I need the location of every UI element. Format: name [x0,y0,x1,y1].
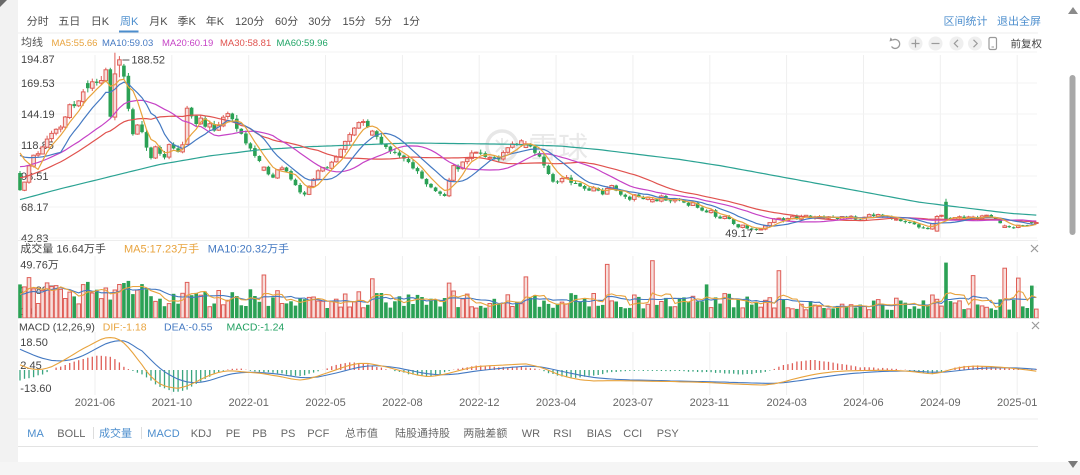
svg-text:BOLL: BOLL [57,428,85,440]
svg-text:2023-04: 2023-04 [536,397,576,409]
svg-text:MACD:-1.24: MACD:-1.24 [227,322,285,334]
svg-text:K: K [217,16,225,28]
svg-text:PSY: PSY [657,428,680,440]
svg-text:K: K [189,16,197,28]
svg-text:PB: PB [252,428,267,440]
svg-text:2021-06: 2021-06 [75,397,115,409]
svg-text:49.76: 49.76 [20,260,48,272]
svg-text:MA5:17.23: MA5:17.23 [124,244,177,256]
svg-text:194.87: 194.87 [21,54,55,66]
svg-text:2025-01: 2025-01 [997,397,1037,409]
svg-text:K: K [102,16,110,28]
svg-text:2022-01: 2022-01 [229,397,269,409]
svg-text:MA10:59.03: MA10:59.03 [102,38,153,49]
svg-text:KDJ: KDJ [191,428,212,440]
svg-text:WR: WR [522,428,540,440]
svg-text:DEA:-0.55: DEA:-0.55 [164,322,213,334]
svg-text:(12,26,9): (12,26,9) [53,322,95,334]
svg-text:1: 1 [403,16,409,28]
svg-text:2024-09: 2024-09 [920,397,960,409]
svg-text:DIF:-1.18: DIF:-1.18 [103,322,147,334]
svg-text:2023-11: 2023-11 [690,397,730,409]
svg-text:144.19: 144.19 [21,109,55,121]
svg-text:18.50: 18.50 [20,337,48,349]
svg-text:2024-06: 2024-06 [843,397,883,409]
svg-text:BIAS: BIAS [587,428,612,440]
svg-text:K: K [160,16,168,28]
svg-text:MACD: MACD [147,428,179,440]
svg-text:2.45: 2.45 [20,360,41,372]
svg-text:49.17: 49.17 [725,228,753,240]
svg-text:30: 30 [308,16,320,28]
svg-text:42.83: 42.83 [21,233,49,245]
svg-text:60: 60 [275,16,287,28]
svg-text:PCF: PCF [307,428,329,440]
svg-text:188.52: 188.52 [131,55,165,67]
svg-text:PE: PE [226,428,241,440]
svg-text:2022-05: 2022-05 [305,397,345,409]
svg-text:MA30:58.81: MA30:58.81 [220,38,271,49]
svg-text:RSI: RSI [553,428,571,440]
svg-text:-13.60: -13.60 [20,383,51,395]
svg-text:2022-12: 2022-12 [459,397,499,409]
svg-text:169.53: 169.53 [21,78,55,90]
svg-text:MA5:55.66: MA5:55.66 [52,38,98,49]
svg-text:2024-03: 2024-03 [767,397,807,409]
svg-text:K: K [131,16,139,28]
svg-text:5: 5 [375,16,381,28]
svg-text:16.64: 16.64 [56,244,84,256]
svg-text:MACD: MACD [19,322,50,334]
svg-text:MA10:20.32: MA10:20.32 [208,244,267,256]
svg-text:2021-10: 2021-10 [152,397,192,409]
svg-text:PS: PS [281,428,296,440]
svg-text:120: 120 [235,16,253,28]
svg-text:MA60:59.96: MA60:59.96 [277,38,328,49]
svg-text:68.17: 68.17 [21,202,49,214]
svg-text:MA20:60.19: MA20:60.19 [162,38,213,49]
svg-text:CCI: CCI [623,428,642,440]
svg-text:MA: MA [27,428,44,440]
svg-text:2023-07: 2023-07 [613,397,653,409]
svg-text:15: 15 [343,16,355,28]
svg-text:2022-08: 2022-08 [382,397,422,409]
